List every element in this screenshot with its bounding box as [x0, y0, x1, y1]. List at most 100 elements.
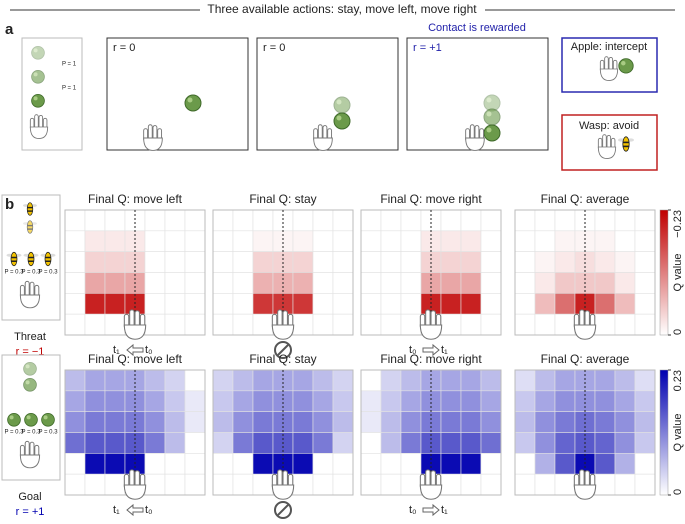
heatmap-cell [460, 313, 482, 336]
heatmap-cell [312, 313, 334, 336]
heatmap-cell [332, 473, 354, 496]
heatmap-cell [292, 251, 314, 273]
heatmap-title: Final Q: move left [88, 352, 183, 366]
heatmap-cell [164, 230, 186, 252]
heatmap-cell [232, 209, 254, 232]
heatmap-cell [514, 272, 536, 294]
heatmap-cell [534, 473, 556, 496]
no-move [277, 504, 289, 516]
heatmap-cell [104, 411, 126, 433]
hand [271, 469, 295, 500]
heatmap-cell [360, 453, 382, 475]
heatmap-cell [594, 369, 616, 392]
heatmap-title: Final Q: average [541, 352, 630, 366]
heatmap-cell [292, 453, 314, 475]
heatmap-cell [212, 272, 234, 294]
heatmap-cell [440, 369, 462, 392]
colorbar [659, 209, 669, 336]
heatmap-cell [514, 453, 536, 475]
heatmap-cell [164, 251, 186, 273]
heatmap-cell [594, 272, 616, 294]
t-label: t₁ [113, 344, 120, 356]
heatmap-cell [380, 230, 402, 252]
heatmap-cell [460, 453, 482, 475]
heatmap-cell [400, 390, 422, 412]
prob: P = 0.3 [38, 270, 58, 276]
row-name: Threat [14, 331, 46, 343]
heatmap-cell [164, 209, 186, 232]
heatmap-cell [554, 369, 576, 392]
reward: r = 0 [263, 42, 285, 54]
heatmap-cell [144, 369, 166, 392]
heatmap-cell [380, 209, 402, 232]
t-label: t₀ [409, 504, 417, 516]
heatmap-cell [594, 390, 616, 412]
heatmap-cell [634, 369, 656, 392]
heatmap-cell [212, 369, 234, 392]
wasp [23, 220, 37, 234]
apple [41, 412, 55, 427]
icon-box [1, 354, 61, 481]
heatmap-cell [594, 293, 616, 315]
heatmap-cell [332, 272, 354, 294]
hand [419, 469, 443, 500]
heatmap-cell [184, 390, 206, 412]
heatmap-cell [164, 411, 186, 433]
hand [19, 440, 41, 469]
frame [106, 37, 249, 151]
heatmap-cell [440, 293, 462, 315]
heatmap-cell [292, 473, 314, 496]
heatmap-cell [84, 251, 106, 273]
heatmap-cell [460, 293, 482, 315]
wasp [23, 202, 37, 216]
heatmap-cell [360, 432, 382, 454]
heatmap-cell [360, 313, 382, 336]
heatmap-cell [360, 209, 382, 232]
heatmap-cell [480, 411, 502, 433]
heatmap-cell [360, 272, 382, 294]
heatmap-cell [184, 453, 206, 475]
heatmap-cell [534, 230, 556, 252]
heatmap-cell [534, 411, 556, 433]
heatmap-cell [332, 453, 354, 475]
prob: P = 0.3 [4, 430, 24, 436]
heatmap-cell [144, 473, 166, 496]
heatmap-cell [440, 473, 462, 496]
heatmap-cell [64, 369, 86, 392]
heatmap-cell [84, 313, 106, 336]
hand [419, 309, 443, 340]
heatmap-cell [614, 432, 636, 454]
heatmap-cell [440, 453, 462, 475]
heatmap-cell [480, 293, 502, 315]
heatmap-cell [312, 411, 334, 433]
heatmap-cell [104, 293, 126, 315]
heatmap-cell [380, 473, 402, 496]
colorbar-tick-label: 0 [672, 489, 684, 495]
prob: P = 0.3 [4, 270, 24, 276]
heatmap-cell [252, 390, 274, 412]
heatmap-cell [252, 230, 274, 252]
heatmap-cell [554, 251, 576, 273]
heatmap-cell [332, 390, 354, 412]
heatmap-cell [594, 432, 616, 454]
heatmap-cell [232, 411, 254, 433]
heatmap-cell [144, 251, 166, 273]
heatmap-cell [84, 369, 106, 392]
heatmap-cell [360, 390, 382, 412]
no-move [277, 344, 289, 356]
heatmap-title: Final Q: average [541, 192, 630, 206]
heatmap-cell [212, 390, 234, 412]
heatmap-cell [534, 453, 556, 475]
heatmap-cell [124, 390, 146, 412]
heatmap-cell [554, 473, 576, 496]
heatmap-cell [440, 230, 462, 252]
t-label: t₀ [409, 344, 417, 356]
heatmap-cell [380, 313, 402, 336]
heatmap-cell [292, 293, 314, 315]
heatmap-cell [594, 313, 616, 336]
t-label: t₀ [145, 344, 153, 356]
heatmap-cell [594, 230, 616, 252]
heatmap-cell [164, 432, 186, 454]
heatmap-cell [84, 411, 106, 433]
